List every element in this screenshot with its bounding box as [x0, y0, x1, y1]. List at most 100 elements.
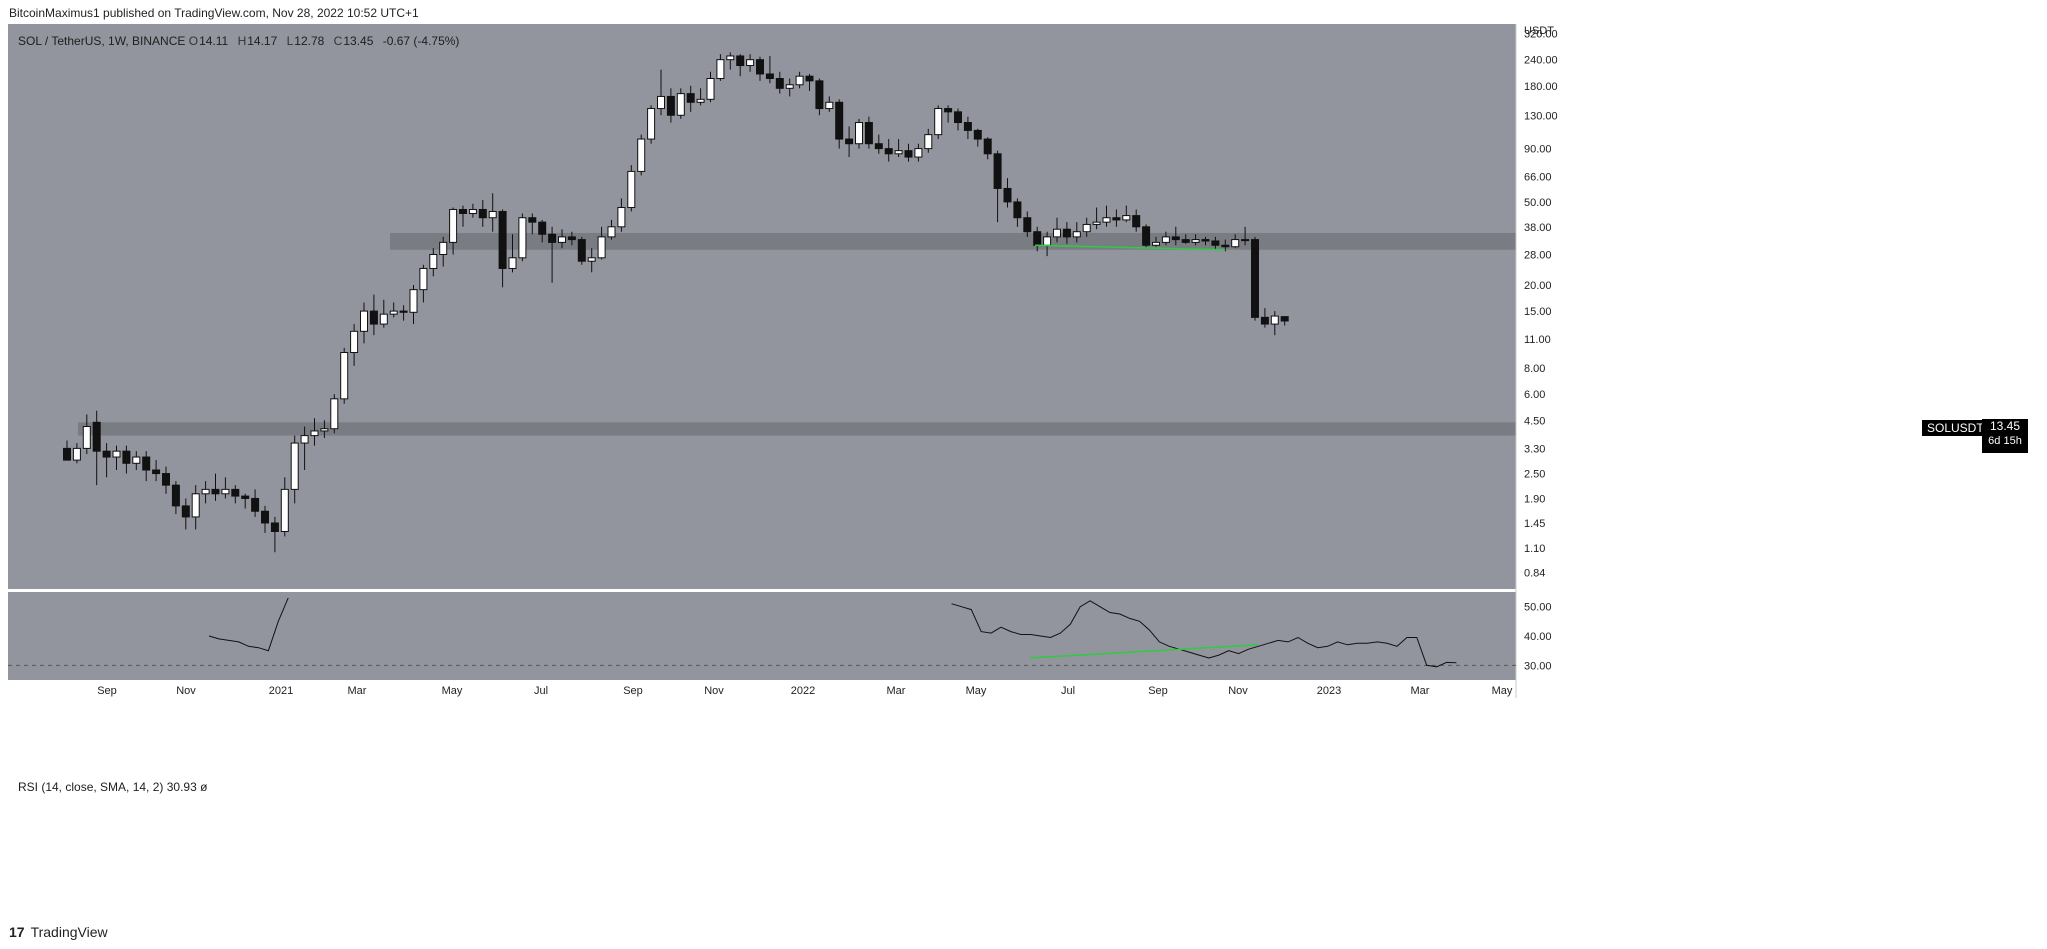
candle-body-down — [498, 210, 507, 269]
candle-body-up — [82, 426, 91, 449]
candle-body-down — [241, 495, 250, 499]
candle — [567, 231, 576, 246]
time-tick-label: Mar — [1411, 685, 1430, 697]
price-tick-label: 130.00 — [1524, 110, 1558, 122]
candle — [736, 54, 745, 77]
rsi-extra: ø — [200, 780, 208, 794]
candle — [63, 440, 71, 461]
candle-body-down — [1211, 240, 1220, 246]
time-tick-label: May — [966, 685, 987, 697]
candle — [617, 198, 626, 232]
candle — [1092, 207, 1101, 230]
close-value: 13.45 — [343, 34, 374, 48]
candle-body-down — [478, 208, 487, 219]
candle-body-up — [696, 98, 705, 103]
candle-body-up — [350, 330, 359, 354]
candle-body-up — [468, 208, 477, 215]
candle-body-down — [756, 59, 764, 75]
candle — [627, 165, 636, 212]
candle — [389, 302, 398, 318]
main-pane — [8, 18, 1516, 589]
price-tick-label: 8.00 — [1524, 363, 1545, 375]
candle-body-up — [1231, 239, 1240, 248]
rsi-trendline — [1029, 644, 1259, 659]
candle-body-up — [597, 236, 606, 259]
candle — [488, 193, 497, 232]
rsi-legend: RSI (14, close, SMA, 14, 2) 30.93 ø — [18, 780, 207, 794]
footer: 17 TradingView — [0, 918, 2047, 949]
price-tick-label: 1.10 — [1524, 543, 1545, 555]
symbol-title[interactable]: SOL / TetherUS, 1W, BINANCE — [18, 34, 186, 48]
candle-body-up — [379, 313, 388, 325]
logo-mark: 17 — [9, 924, 25, 940]
candle-body-up — [894, 150, 903, 155]
rsi-label[interactable]: RSI (14, close, SMA, 14, 2) — [18, 780, 164, 794]
candle — [973, 128, 982, 147]
candle — [765, 55, 774, 84]
change-value: -0.67 (-4.75%) — [382, 34, 460, 48]
candle — [102, 443, 111, 478]
candle — [162, 466, 170, 494]
candle-body-down — [666, 95, 675, 116]
candle — [756, 56, 764, 81]
candle-body-down — [904, 150, 913, 158]
candle-body-down — [369, 310, 378, 325]
candle-body-up — [518, 217, 527, 259]
time-axis-bg — [8, 680, 1516, 698]
candle-body-down — [261, 510, 269, 524]
candle — [310, 418, 319, 446]
candle — [805, 73, 814, 91]
candle — [1191, 234, 1200, 246]
candle — [1251, 236, 1259, 321]
tradingview-logo[interactable]: 17 TradingView — [9, 924, 108, 940]
candle-body-up — [607, 226, 616, 238]
candle — [587, 248, 596, 273]
candle-body-up — [1043, 236, 1052, 246]
candle — [944, 105, 953, 123]
time-tick-label: Sep — [623, 685, 643, 697]
candle — [399, 305, 408, 321]
candle — [132, 451, 141, 471]
price-tick-label: 240.00 — [1524, 55, 1558, 67]
candle — [72, 443, 81, 464]
candle-body-down — [1201, 239, 1210, 242]
candle-body-up — [1161, 236, 1170, 243]
low-value: 12.78 — [294, 34, 325, 48]
price-tick-label: 28.00 — [1524, 249, 1552, 261]
candle — [577, 236, 586, 265]
time-tick-label: 2022 — [791, 685, 815, 697]
candle-body-up — [657, 95, 665, 110]
candle-body-up — [201, 488, 210, 495]
candle-body-up — [587, 257, 596, 262]
symbol-price-label: SOLUSDT — [1922, 420, 1989, 436]
candle — [459, 205, 467, 227]
rsi-tick-label: 40.00 — [1524, 631, 1552, 643]
candle-body-up — [1092, 221, 1101, 225]
candle — [835, 99, 844, 149]
candle-body-down — [102, 450, 111, 458]
candle — [280, 477, 289, 537]
candle-body-up — [637, 138, 646, 172]
candle — [468, 203, 477, 218]
candle — [1280, 316, 1289, 326]
price-tick-label: 66.00 — [1524, 172, 1552, 184]
price-tick-label: 3.30 — [1524, 443, 1545, 455]
candle — [112, 445, 121, 471]
candle — [647, 105, 656, 144]
candle-body-down — [1003, 187, 1012, 203]
candle — [934, 105, 943, 140]
candle-body-down — [835, 101, 844, 140]
time-tick-label: May — [442, 685, 463, 697]
candle-body-down — [973, 129, 982, 140]
candle — [330, 394, 339, 434]
candle — [855, 118, 863, 149]
candle — [241, 493, 250, 509]
candle — [775, 71, 784, 94]
candle — [320, 420, 329, 439]
candle — [429, 248, 438, 277]
candle — [82, 414, 91, 455]
candle-body-up — [676, 93, 685, 116]
candle-body-up — [716, 59, 725, 79]
candle-body-up — [617, 207, 626, 228]
